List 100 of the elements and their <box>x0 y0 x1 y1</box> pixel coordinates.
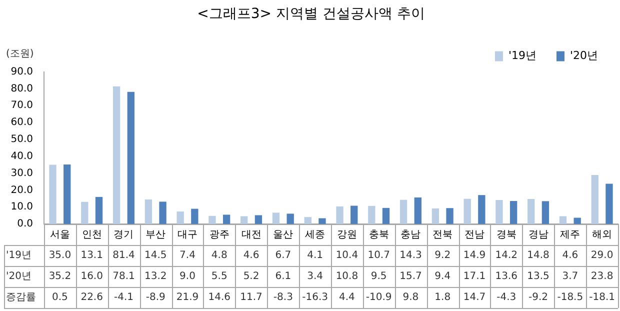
x-tick-label: 전남 <box>464 230 484 241</box>
data-label: 14.2 <box>495 250 518 262</box>
data-label: 35.0 <box>48 250 72 262</box>
data-label: 10.8 <box>336 271 358 282</box>
bar <box>286 214 294 224</box>
bar <box>254 215 262 224</box>
bar <box>304 217 312 224</box>
bar <box>542 201 550 224</box>
bar <box>382 208 390 224</box>
data-label: 13.2 <box>144 271 167 282</box>
data-label: 78.1 <box>112 271 135 282</box>
bar <box>510 201 518 224</box>
x-tick-label: 서울 <box>50 230 70 241</box>
data-label: 16.0 <box>80 271 103 282</box>
x-tick-label: 울산 <box>273 230 294 241</box>
bar <box>478 195 486 224</box>
bar <box>240 216 248 224</box>
text: -10.9 <box>366 292 392 304</box>
bar <box>222 214 230 224</box>
chart-title: <그래프3> 지역별 건설공사액 추이 <box>197 6 425 22</box>
x-tick-label: 전북 <box>432 230 453 241</box>
text: 22.6 <box>80 292 103 304</box>
bar <box>464 198 471 224</box>
y-tick-label: 30.0 <box>10 168 33 179</box>
bar <box>606 184 613 224</box>
text: -16.3 <box>302 292 328 304</box>
y-tick-label: 70.0 <box>10 100 33 112</box>
y-tick-label: 60.0 <box>10 117 33 128</box>
x-tick-label: 제주 <box>560 230 580 241</box>
x-tick-label: 충남 <box>400 230 421 241</box>
data-label: 4.6 <box>243 250 260 262</box>
data-label: 4.8 <box>211 250 228 262</box>
data-label: 13.6 <box>495 271 518 282</box>
x-tick-label: 경북 <box>496 230 516 241</box>
data-label: 9.5 <box>370 271 387 282</box>
x-tick-label: 경기 <box>114 230 134 241</box>
x-tick-label: 강원 <box>336 230 357 241</box>
bar <box>400 200 408 224</box>
bar <box>446 208 454 224</box>
x-tick-label: 경남 <box>528 230 548 241</box>
text: -9.2 <box>528 292 548 304</box>
data-label: 9.4 <box>434 271 451 282</box>
data-label: 35.2 <box>48 271 72 282</box>
text: 11.7 <box>240 292 262 304</box>
bar <box>191 208 198 224</box>
data-label: 13.1 <box>80 250 103 262</box>
text: -4.3 <box>496 292 516 304</box>
x-tick-label: 해외 <box>592 230 612 241</box>
bar <box>496 200 503 224</box>
legend-label: '20년 <box>570 49 598 62</box>
bar <box>574 218 581 224</box>
data-label: 23.8 <box>590 271 614 282</box>
data-label: 14.9 <box>463 250 486 262</box>
data-label: 4.1 <box>307 250 324 262</box>
y-axis-title: (조원) <box>6 48 34 60</box>
bar <box>49 164 56 224</box>
bar <box>127 92 134 224</box>
text: 9.8 <box>402 292 419 304</box>
bar <box>432 208 440 224</box>
text: -18.1 <box>589 292 615 304</box>
data-label: 14.3 <box>400 250 422 262</box>
bar <box>414 197 422 224</box>
bar <box>272 212 280 224</box>
text: -4.1 <box>114 292 134 304</box>
text: 14.7 <box>463 292 486 304</box>
bar <box>144 199 152 224</box>
y-tick-label: 40.0 <box>10 150 33 162</box>
data-label: 14.8 <box>527 250 550 262</box>
bar <box>318 218 326 224</box>
y-tick-label: 0.0 <box>17 218 33 230</box>
x-tick-label: 대전 <box>241 230 262 241</box>
x-tick-label: 인천 <box>82 230 102 241</box>
y-tick-label: 50.0 <box>10 134 33 146</box>
data-label: 6.1 <box>275 271 292 282</box>
data-label: 9.2 <box>434 250 451 262</box>
x-tick-label: 광주 <box>209 230 230 241</box>
legend-label: '19년 <box>508 49 536 62</box>
y-tick-label: 10.0 <box>10 202 33 213</box>
bar <box>336 206 344 224</box>
text: 증감률 <box>6 292 36 304</box>
bar <box>112 86 120 224</box>
text: 4.4 <box>338 292 355 304</box>
data-label: 3.4 <box>307 271 324 282</box>
bar <box>159 202 166 224</box>
bar <box>368 206 376 224</box>
x-tick-label: 부산 <box>146 230 166 241</box>
data-label: 13.5 <box>527 271 550 282</box>
data-label: 17.1 <box>463 271 486 282</box>
bar <box>559 216 567 224</box>
bar <box>528 198 535 224</box>
y-tick-label: 20.0 <box>10 184 33 196</box>
text: '19년 <box>6 250 32 262</box>
data-label: 7.4 <box>180 250 196 262</box>
bar <box>64 164 71 224</box>
bar <box>176 211 184 224</box>
x-tick-label: 세종 <box>305 230 326 241</box>
bar <box>591 174 598 224</box>
y-tick-label: 80.0 <box>10 83 33 94</box>
text: -18.5 <box>557 292 584 304</box>
data-label: 3.7 <box>562 271 578 282</box>
